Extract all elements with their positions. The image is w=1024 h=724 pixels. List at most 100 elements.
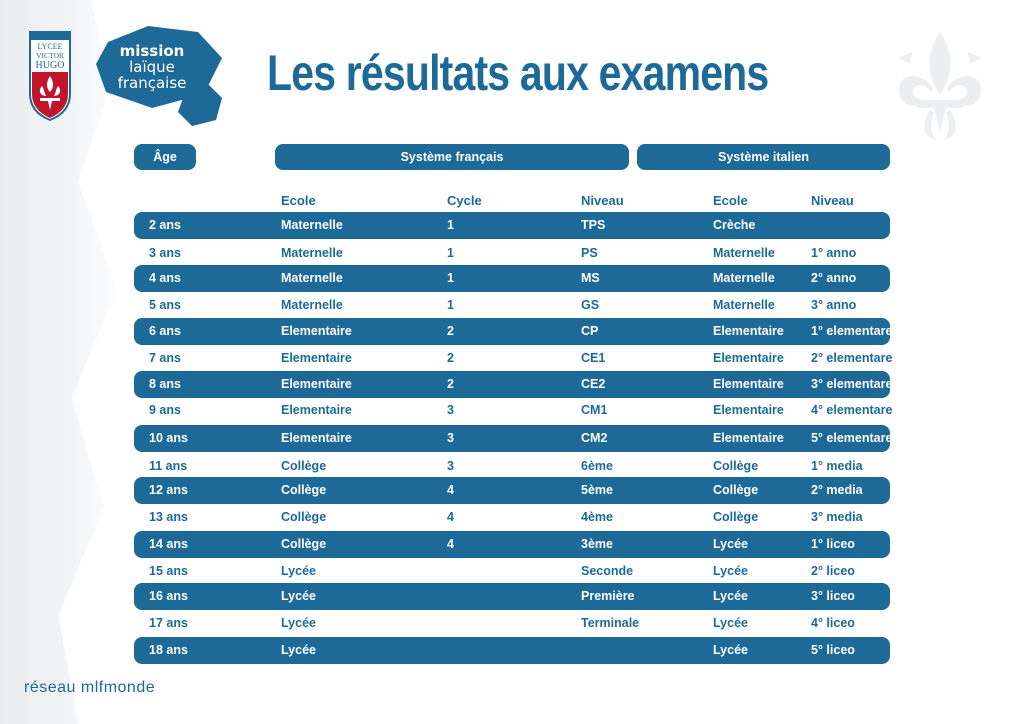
table-row: 8 ans Elementaire 2 CE2 Elementaire 3° e… <box>134 371 892 398</box>
cell-it-ecole: Elementaire <box>713 324 784 338</box>
mlf-logo-line-3: française <box>118 74 187 92</box>
table-row: 7 ans Elementaire 2 CE1 Elementaire 2° e… <box>134 345 893 372</box>
cell-age: 17 ans <box>149 616 188 630</box>
cell-cycle: 2 <box>447 377 454 391</box>
table-row: 5 ans Maternelle 1 GS Maternelle 3° anno <box>134 292 890 319</box>
mlf-logo-line-1: mission <box>120 42 185 60</box>
table-row: 9 ans Elementaire 3 CM1 Elementaire 4° e… <box>134 397 892 424</box>
cell-it-ecole: Lycée <box>713 564 748 578</box>
page-title: Les résultats aux examens <box>267 45 769 101</box>
cell-cycle: 4 <box>447 483 454 497</box>
mlf-logo-line-2: laïque <box>129 58 175 76</box>
cell-it-ecole: Elementaire <box>713 403 784 417</box>
cell-fr-ecole: Elementaire <box>281 324 352 338</box>
cell-fr-niveau: Terminale <box>581 616 640 630</box>
mlf-logo: mission laïque française <box>96 26 222 126</box>
cell-cycle: 1 <box>447 298 454 312</box>
cell-it-ecole: Maternelle <box>713 298 775 312</box>
column-header-it-ecole: Ecole <box>713 193 748 208</box>
cell-it-niveau: 2° anno <box>811 271 857 285</box>
age-header: Âge <box>134 144 196 170</box>
cell-fr-ecole: Lycée <box>281 616 316 630</box>
cell-age: 5 ans <box>149 298 181 312</box>
cell-cycle: 2 <box>447 351 454 365</box>
cell-cycle: 3 <box>447 431 454 445</box>
cell-it-niveau: 5° liceo <box>811 643 855 657</box>
footer-network-logo: réseau mlfmonde <box>24 679 156 696</box>
crest-text-line-1: LYCEE <box>38 42 63 51</box>
cell-it-niveau: 1° elementare <box>811 324 893 338</box>
cell-it-ecole: Collège <box>713 510 759 524</box>
cell-it-ecole: Elementaire <box>713 377 784 391</box>
cell-fr-niveau: 4ème <box>581 510 613 524</box>
cell-it-niveau: 5° elementare <box>811 431 893 445</box>
cell-it-ecole: Maternelle <box>713 271 775 285</box>
cell-fr-ecole: Maternelle <box>281 271 343 285</box>
cell-fr-niveau: CP <box>581 324 599 338</box>
cell-it-ecole: Lycée <box>713 616 748 630</box>
table-row: 10 ans Elementaire 3 CM2 Elementaire 5° … <box>134 425 893 452</box>
table-row: 6 ans Elementaire 2 CP Elementaire 1° el… <box>134 318 893 345</box>
cell-age: 7 ans <box>149 351 181 365</box>
cell-it-ecole: Collège <box>713 459 759 473</box>
cell-cycle: 4 <box>447 510 454 524</box>
cell-cycle: 4 <box>447 537 454 551</box>
cell-age: 13 ans <box>149 510 188 524</box>
table-row: 12 ans Collège 4 5ème Collège 2° media <box>134 477 890 504</box>
cell-it-niveau: 4° liceo <box>811 616 855 630</box>
cell-it-niveau: 2° elementare <box>811 351 893 365</box>
table-row: 16 ans Lycée Première Lycée 3° liceo <box>134 583 890 610</box>
column-header-fr-ecole: Ecole <box>281 193 316 208</box>
cell-fr-ecole: Elementaire <box>281 403 352 417</box>
cell-fr-niveau: PS <box>581 246 598 260</box>
cell-fr-ecole: Collège <box>281 459 327 473</box>
cell-fr-niveau: CM1 <box>581 403 608 417</box>
cell-fr-niveau: CM2 <box>581 431 608 445</box>
table-row: 11 ans Collège 3 6ème Collège 1° media <box>134 453 890 480</box>
crest-text-line-2: VICTOR <box>36 51 64 60</box>
cell-it-niveau: 3° anno <box>811 298 857 312</box>
cell-cycle: 1 <box>447 271 454 285</box>
cell-fr-ecole: Maternelle <box>281 218 343 232</box>
cell-fr-ecole: Lycée <box>281 589 316 603</box>
cell-it-ecole: Crèche <box>713 218 756 232</box>
cell-age: 8 ans <box>149 377 181 391</box>
cell-it-ecole: Lycée <box>713 643 748 657</box>
crest-text-line-3: HUGO <box>36 60 65 71</box>
table-row: 13 ans Collège 4 4ème Collège 3° media <box>134 504 890 531</box>
cell-it-ecole: Collège <box>713 483 759 497</box>
systeme-italien-header: Système italien <box>637 144 890 170</box>
cell-age: 9 ans <box>149 403 181 417</box>
table-row: 3 ans Maternelle 1 PS Maternelle 1° anno <box>134 240 890 267</box>
column-header-it-niveau: Niveau <box>811 193 854 208</box>
cell-age: 18 ans <box>149 643 188 657</box>
cell-fr-niveau: CE1 <box>581 351 606 365</box>
cell-it-niveau: 3° liceo <box>811 589 855 603</box>
column-header-fr-cycle: Cycle <box>447 193 482 208</box>
table-row: 17 ans Lycée Terminale Lycée 4° liceo <box>134 610 890 637</box>
cell-it-niveau: 1° anno <box>811 246 857 260</box>
cell-it-niveau: 1° liceo <box>811 537 855 551</box>
cell-age: 4 ans <box>149 271 181 285</box>
cell-age: 6 ans <box>149 324 181 338</box>
cell-fr-ecole: Collège <box>281 537 327 551</box>
cell-fr-niveau: 3ème <box>581 537 613 551</box>
cell-fr-ecole: Maternelle <box>281 246 343 260</box>
cell-it-ecole: Maternelle <box>713 246 775 260</box>
table-row: 15 ans Lycée Seconde Lycée 2° liceo <box>134 558 890 585</box>
cell-fr-niveau: GS <box>581 298 600 312</box>
lycee-crest-logo: LYCEE VICTOR HUGO <box>29 31 71 122</box>
cell-age: 2 ans <box>149 218 181 232</box>
systeme-francais-header: Système français <box>275 144 629 170</box>
cell-cycle: 2 <box>447 324 454 338</box>
column-header-fr-niveau: Niveau <box>581 193 624 208</box>
cell-it-ecole: Elementaire <box>713 431 784 445</box>
cell-it-niveau: 3° media <box>811 510 863 524</box>
fleur-de-lis-watermark-icon <box>898 32 982 140</box>
cell-it-niveau: 2° media <box>811 483 863 497</box>
cell-it-niveau: 1° media <box>811 459 863 473</box>
cell-it-ecole: Elementaire <box>713 351 784 365</box>
cell-it-niveau: 2° liceo <box>811 564 855 578</box>
cell-fr-ecole: Lycée <box>281 643 316 657</box>
table-row: 4 ans Maternelle 1 MS Maternelle 2° anno <box>134 265 890 292</box>
